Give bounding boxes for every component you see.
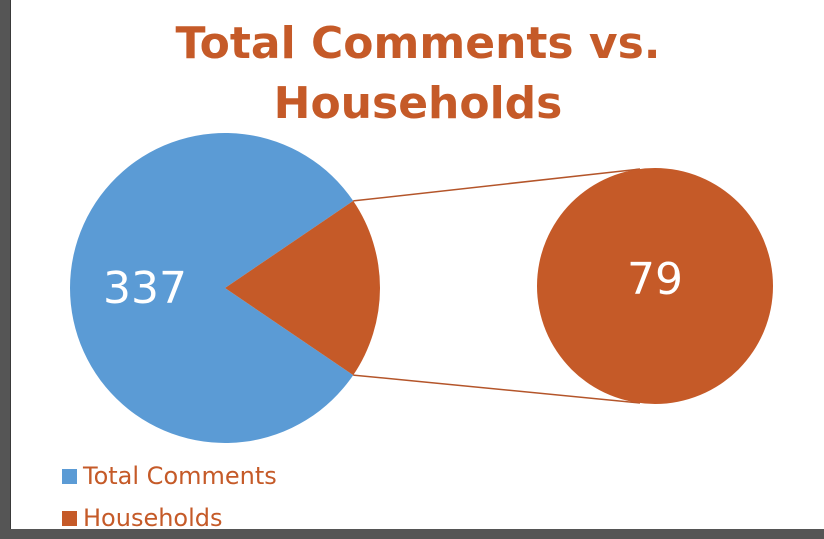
connector-line-bottom bbox=[353, 374, 641, 404]
legend-swatch-total-comments bbox=[62, 468, 77, 484]
secondary-pie-households bbox=[537, 168, 773, 404]
chart-title: Total Comments vs. Households bbox=[11, 14, 824, 134]
data-label-total-comments: 337 bbox=[103, 263, 187, 314]
pie-slice-total-comments bbox=[70, 133, 354, 443]
legend-label-total-comments: Total Comments bbox=[83, 462, 277, 490]
chart-title-line-2: Households bbox=[273, 78, 563, 129]
data-label-households: 79 bbox=[627, 254, 683, 305]
legend-item-households: Households bbox=[62, 497, 277, 539]
pie-slice-households bbox=[225, 200, 380, 376]
chart-title-line-1: Total Comments vs. bbox=[175, 18, 661, 69]
legend-label-households: Households bbox=[83, 504, 223, 532]
legend-item-total-comments: Total Comments bbox=[62, 455, 277, 497]
chart-legend: Total Comments Households bbox=[62, 455, 277, 539]
legend-swatch-households bbox=[62, 510, 77, 526]
connector-line-top bbox=[353, 168, 641, 202]
